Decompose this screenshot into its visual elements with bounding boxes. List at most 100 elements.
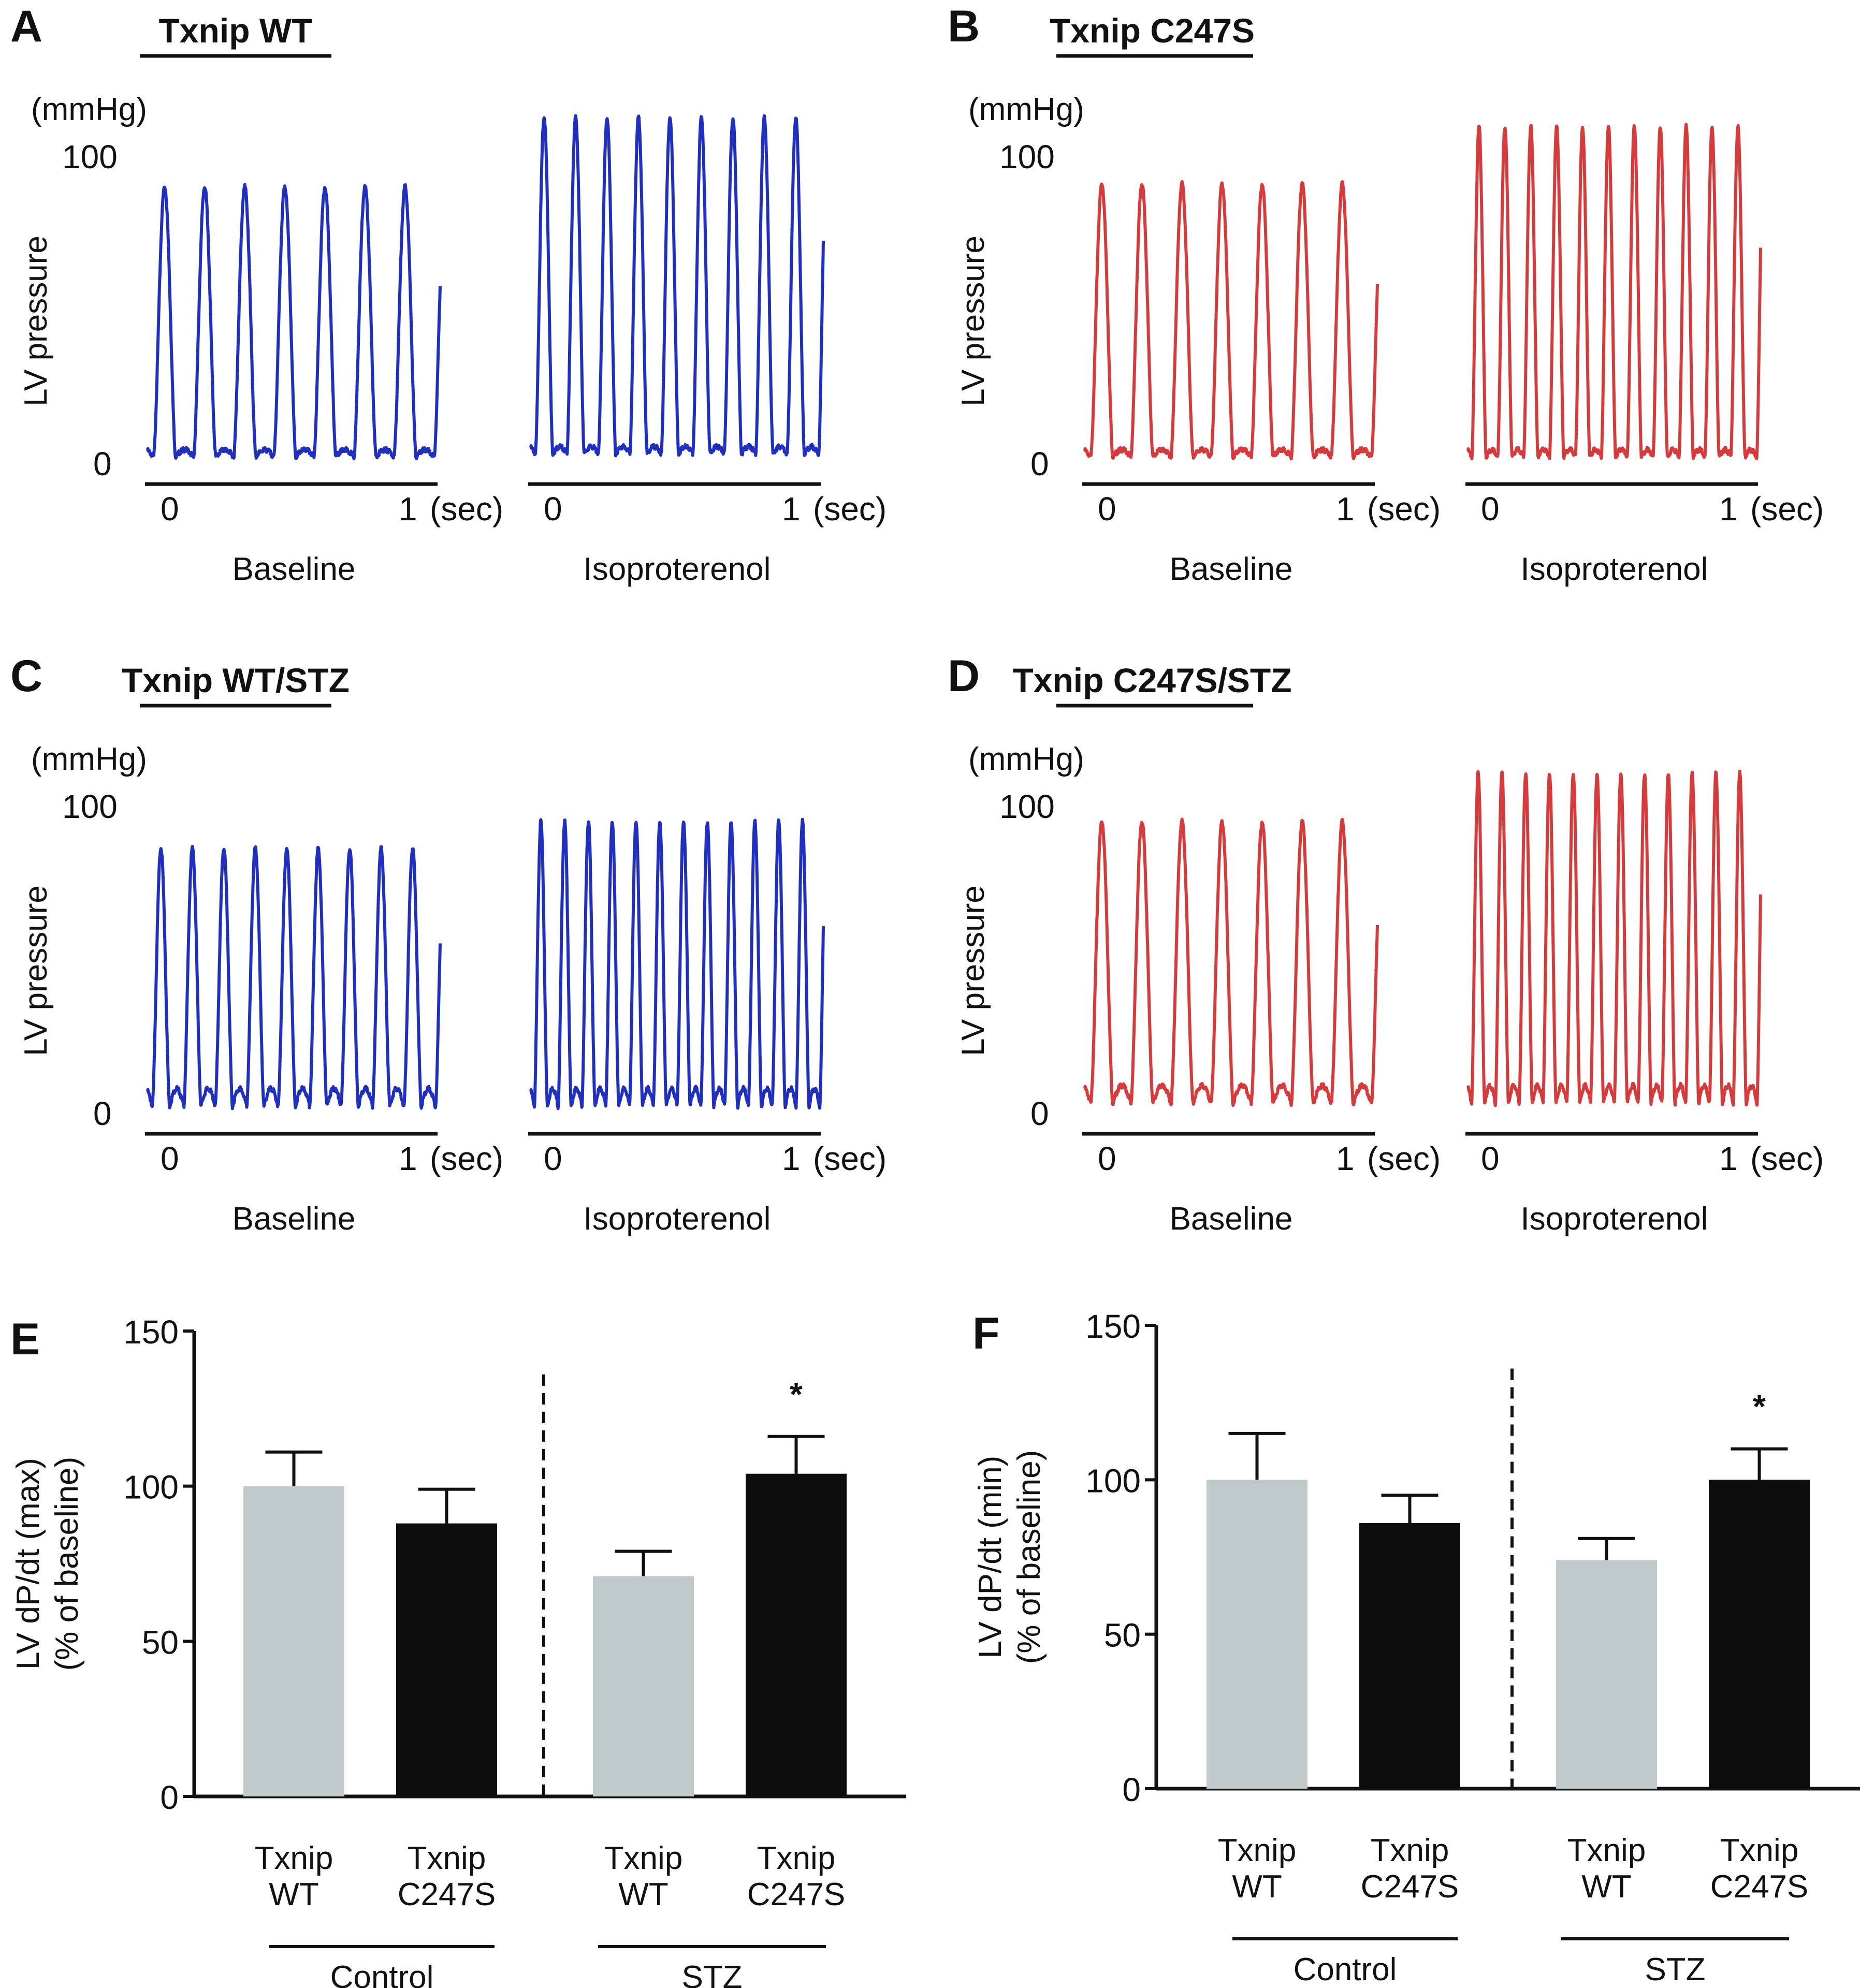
bar bbox=[1709, 1480, 1810, 1789]
x-tick-0: 0 bbox=[544, 1140, 562, 1177]
pressure-trace bbox=[1083, 180, 1379, 461]
x-tick-0: 0 bbox=[1098, 490, 1116, 528]
x-tick-1: 1 bbox=[399, 490, 417, 528]
bar bbox=[746, 1473, 847, 1796]
y-axis-label-line1: LV dP/dt (min) bbox=[972, 1456, 1008, 1659]
pressure-trace bbox=[146, 845, 442, 1110]
x-tick-1: 1 bbox=[399, 1140, 417, 1177]
pressure-trace bbox=[1466, 123, 1762, 461]
panel-e: E 0 50 100 150 LV dP/dt (max) (% of baseline) T… bbox=[10, 1313, 906, 1988]
y-unit: (mmHg) bbox=[31, 92, 147, 127]
y-tick-label: 150 bbox=[1085, 1308, 1141, 1345]
y-axis-label-line2: (% of baseline) bbox=[1011, 1450, 1047, 1664]
y-tick-100: 100 bbox=[62, 138, 118, 176]
panel-b: B Txnip C247S (mmHg) 100 0 LV pressure 0 1 (sec)… bbox=[948, 2, 1824, 587]
y-tick-label: 50 bbox=[1104, 1617, 1141, 1654]
x-category-line1: Txnip bbox=[255, 1840, 333, 1876]
group-label: Control bbox=[1294, 1952, 1397, 1987]
y-tick-0: 0 bbox=[93, 1095, 112, 1132]
y-tick-100: 100 bbox=[62, 788, 118, 825]
x-unit: (sec) bbox=[1367, 1140, 1441, 1177]
panel-label: B bbox=[948, 2, 980, 51]
x-unit: (sec) bbox=[430, 1140, 503, 1177]
panel-label: F bbox=[972, 1309, 1000, 1358]
x-category-line2: WT bbox=[1581, 1869, 1631, 1905]
x-category-line1: Txnip bbox=[1720, 1833, 1799, 1868]
x-unit: (sec) bbox=[1750, 1140, 1824, 1177]
bar bbox=[396, 1523, 497, 1796]
panel-label: E bbox=[10, 1314, 40, 1364]
condition-label: Baseline bbox=[232, 551, 356, 587]
y-tick-label: 150 bbox=[123, 1313, 179, 1351]
condition-label: Isoproterenol bbox=[1521, 551, 1708, 587]
pressure-trace bbox=[1466, 769, 1762, 1107]
bar bbox=[1556, 1560, 1657, 1789]
pressure-trace bbox=[529, 817, 825, 1110]
bar bbox=[1207, 1480, 1307, 1789]
significance-marker: * bbox=[790, 1376, 803, 1413]
x-tick-0: 0 bbox=[161, 490, 179, 528]
bar bbox=[243, 1486, 344, 1796]
x-tick-0: 0 bbox=[1098, 1140, 1116, 1177]
x-unit: (sec) bbox=[1367, 490, 1441, 528]
y-tick-label: 100 bbox=[123, 1469, 179, 1506]
panel-label: D bbox=[948, 651, 980, 701]
x-tick-0: 0 bbox=[1481, 1140, 1500, 1177]
y-axis-label: LV pressure bbox=[955, 885, 991, 1056]
x-category-line2: WT bbox=[1232, 1869, 1282, 1905]
x-tick-0: 0 bbox=[161, 1140, 179, 1177]
panel-a: A Txnip WT (mmHg) 100 0 LV pressure 0 1 (sec) Bas… bbox=[10, 2, 887, 587]
x-category-line1: Txnip bbox=[1371, 1833, 1449, 1868]
y-unit: (mmHg) bbox=[31, 741, 147, 777]
panel-title: Txnip WT/STZ bbox=[122, 661, 350, 699]
condition-label: Baseline bbox=[1170, 551, 1293, 587]
group-label: Control bbox=[330, 1960, 434, 1988]
y-tick-100: 100 bbox=[999, 788, 1055, 825]
panel-label: C bbox=[10, 651, 42, 701]
x-category-line1: Txnip bbox=[1218, 1833, 1297, 1868]
pressure-trace bbox=[146, 183, 442, 461]
pressure-trace bbox=[529, 114, 825, 458]
group-label: STZ bbox=[1645, 1952, 1705, 1987]
y-axis-label: LV pressure bbox=[18, 885, 54, 1056]
y-axis-label: LV pressure bbox=[955, 236, 991, 406]
condition-label: Isoproterenol bbox=[584, 551, 771, 587]
x-category-line2: C247S bbox=[747, 1877, 846, 1912]
y-tick-label: 100 bbox=[1085, 1462, 1141, 1499]
x-tick-1: 1 bbox=[1336, 490, 1355, 528]
significance-marker: * bbox=[1753, 1388, 1766, 1425]
y-tick-100: 100 bbox=[999, 138, 1055, 176]
y-unit: (mmHg) bbox=[968, 92, 1084, 127]
x-category-line1: Txnip bbox=[604, 1840, 683, 1876]
panel-d: D Txnip C247S/STZ (mmHg) 100 0 LV pressure 0 1 (… bbox=[948, 651, 1824, 1237]
x-unit: (sec) bbox=[813, 1140, 887, 1177]
y-tick-label: 50 bbox=[142, 1624, 179, 1661]
y-tick-0: 0 bbox=[1030, 445, 1049, 483]
group-label: STZ bbox=[681, 1960, 742, 1988]
x-unit: (sec) bbox=[430, 490, 503, 528]
x-category-line1: Txnip bbox=[408, 1840, 486, 1876]
x-category-line2: WT bbox=[269, 1877, 318, 1912]
condition-label: Isoproterenol bbox=[1521, 1201, 1708, 1237]
panel-c: C Txnip WT/STZ (mmHg) 100 0 LV pressure 0 1 (sec… bbox=[10, 651, 887, 1237]
x-tick-1: 1 bbox=[1719, 1140, 1738, 1177]
pressure-trace bbox=[1083, 817, 1379, 1107]
x-category-line2: C247S bbox=[1710, 1869, 1809, 1905]
condition-label: Baseline bbox=[1170, 1201, 1293, 1237]
x-category-line1: Txnip bbox=[1567, 1833, 1646, 1868]
bar bbox=[593, 1576, 694, 1796]
x-category-line2: WT bbox=[618, 1877, 668, 1912]
y-axis-label: LV pressure bbox=[18, 236, 54, 406]
x-tick-0: 0 bbox=[1481, 490, 1500, 528]
x-category-line1: Txnip bbox=[757, 1840, 836, 1876]
y-tick-label: 0 bbox=[160, 1779, 179, 1816]
y-tick-0: 0 bbox=[93, 445, 112, 483]
condition-label: Isoproterenol bbox=[584, 1201, 771, 1237]
y-tick-label: 0 bbox=[1122, 1771, 1141, 1808]
condition-label: Baseline bbox=[232, 1201, 356, 1237]
x-tick-1: 1 bbox=[782, 1140, 801, 1177]
x-tick-1: 1 bbox=[1336, 1140, 1355, 1177]
y-unit: (mmHg) bbox=[968, 741, 1084, 777]
x-category-line2: C247S bbox=[1361, 1869, 1459, 1905]
